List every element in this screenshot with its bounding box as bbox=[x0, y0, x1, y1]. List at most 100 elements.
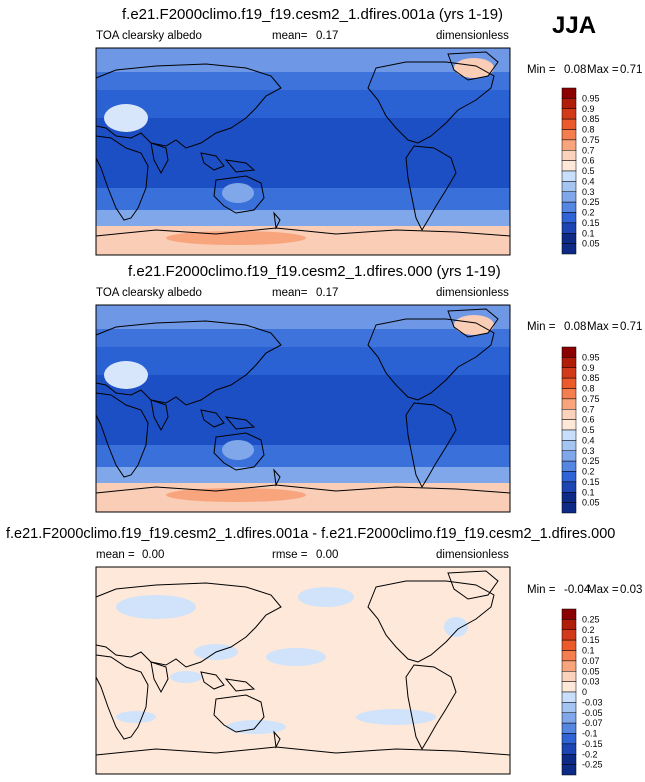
colorbar-tick-label: -0.1 bbox=[582, 729, 598, 739]
colorbar-tick-label: 0.1 bbox=[582, 487, 595, 497]
antarctic-plateau bbox=[166, 231, 306, 245]
colorbar-tick-label: 0.3 bbox=[582, 187, 595, 197]
colorbar-box bbox=[561, 87, 577, 99]
panel1-variable-label: TOA clearsky albedo bbox=[96, 30, 202, 42]
colorbar-box bbox=[561, 733, 577, 745]
panel3-units: dimensionless bbox=[436, 549, 509, 561]
coastline bbox=[273, 211, 281, 230]
colorbar-box bbox=[561, 233, 577, 244]
colorbar-tick-label: 0.3 bbox=[582, 446, 595, 456]
colorbar-box bbox=[561, 764, 577, 776]
colorbar-tick-label: 0.95 bbox=[582, 93, 600, 103]
panel1-title: f.e21.F2000climo.f19_f19.cesm2_1.dfires.… bbox=[122, 6, 504, 23]
colorbar-box bbox=[561, 492, 577, 503]
panel3-rmse-label: rmse = bbox=[272, 549, 308, 561]
colorbar-box bbox=[561, 743, 577, 755]
panel3-min-label: Min = bbox=[527, 584, 556, 596]
coastline bbox=[213, 175, 265, 214]
colorbar-box bbox=[561, 429, 577, 441]
map-frame bbox=[95, 566, 511, 775]
panel1-mean-label: mean= bbox=[272, 30, 308, 42]
colorbar-box bbox=[561, 212, 577, 224]
colorbar-tick-label: 0.05 bbox=[582, 239, 600, 249]
colorbar-box bbox=[561, 377, 577, 389]
panel1-max-value: 0.71 bbox=[620, 64, 643, 76]
negative-anomaly bbox=[116, 595, 196, 619]
coastline bbox=[95, 392, 149, 478]
coastline bbox=[367, 318, 495, 401]
colorbar-tick-label: 0.75 bbox=[582, 135, 600, 145]
coastline bbox=[150, 661, 169, 694]
colorbar-tick-label: 0.2 bbox=[582, 467, 595, 477]
coastline bbox=[224, 416, 256, 430]
map-frame bbox=[95, 47, 511, 256]
colorbar-tick-label: -0.03 bbox=[582, 697, 603, 707]
colorbar-box bbox=[561, 629, 577, 641]
colorbar-tick-label: 0.5 bbox=[582, 166, 595, 176]
colorbar-box bbox=[561, 346, 577, 358]
colorbar-box bbox=[561, 388, 577, 400]
colorbar-box bbox=[561, 691, 577, 703]
colorbar-box bbox=[561, 367, 577, 379]
map-frame bbox=[95, 304, 511, 513]
negative-anomaly bbox=[298, 587, 354, 607]
arctic-band bbox=[96, 48, 510, 72]
sahara-bright bbox=[104, 361, 148, 389]
coastline bbox=[273, 468, 281, 487]
colorbar-tick-label: 0.85 bbox=[582, 114, 600, 124]
negative-anomaly bbox=[356, 709, 436, 725]
colorbar-tick-label: 0.8 bbox=[582, 384, 595, 394]
colorbar-tick-label: 0.15 bbox=[582, 477, 600, 487]
colorbar-tick-label: 0.1 bbox=[582, 646, 595, 656]
negative-anomaly bbox=[116, 711, 156, 723]
arctic-band bbox=[96, 305, 510, 329]
colorbar-tick-label: 0.75 bbox=[582, 394, 600, 404]
colorbar-tick-label: 0.4 bbox=[582, 435, 595, 445]
colorbar-tick-label: -0.15 bbox=[582, 739, 603, 749]
colorbar-box bbox=[561, 160, 577, 172]
colorbar-tick-label: 0.9 bbox=[582, 104, 595, 114]
colorbar-tick-label: 0.4 bbox=[582, 176, 595, 186]
panel1-min-label: Min = bbox=[527, 64, 556, 76]
colorbar-box bbox=[561, 650, 577, 662]
colorbar-box bbox=[561, 608, 577, 620]
negative-anomaly bbox=[444, 617, 468, 637]
colorbar-tick-label: 0.05 bbox=[582, 666, 600, 676]
season-label: JJA bbox=[552, 12, 597, 39]
colorbar-tick-label: 0.2 bbox=[582, 625, 595, 635]
coastline bbox=[405, 145, 457, 232]
colorbar-tick-label: 0 bbox=[582, 687, 587, 697]
coastline bbox=[95, 63, 282, 149]
coastline bbox=[95, 320, 282, 406]
coastline bbox=[273, 730, 281, 749]
northern-band bbox=[96, 329, 510, 347]
colorbar-tick-label: 0.8 bbox=[582, 125, 595, 135]
colorbar-box bbox=[561, 702, 577, 713]
northern-band bbox=[96, 72, 510, 90]
colorbar-tick-label: 0.25 bbox=[582, 456, 600, 466]
colorbar-box bbox=[561, 450, 577, 462]
colorbar-box bbox=[561, 170, 577, 182]
colorbar-tick-label: 0.15 bbox=[582, 218, 600, 228]
panel2-max-value: 0.71 bbox=[620, 321, 643, 333]
coastline bbox=[200, 409, 225, 428]
greenland-ice bbox=[454, 58, 494, 78]
coastline bbox=[95, 227, 511, 237]
negative-anomaly bbox=[266, 648, 326, 666]
coastline bbox=[405, 664, 457, 751]
panel3-colorbar: 0.250.20.150.10.070.050.030-0.03-0.05-0.… bbox=[561, 608, 603, 776]
panel2-min-value: 0.08 bbox=[564, 321, 587, 333]
panel3-max-value: 0.03 bbox=[620, 584, 643, 596]
southern-band bbox=[96, 445, 510, 467]
panel2-variable-label: TOA clearsky albedo bbox=[96, 287, 202, 299]
coastline bbox=[200, 671, 225, 690]
colorbar-tick-label: -0.07 bbox=[582, 718, 603, 728]
coastline bbox=[95, 746, 511, 756]
colorbar-box bbox=[561, 98, 577, 109]
australia-desert bbox=[222, 183, 254, 203]
panel2-map bbox=[95, 304, 511, 513]
panel1-min-value: 0.08 bbox=[564, 64, 587, 76]
colorbar-tick-label: -0.2 bbox=[582, 749, 598, 759]
colorbar-box bbox=[561, 181, 577, 192]
colorbar-tick-label: 0.5 bbox=[582, 425, 595, 435]
